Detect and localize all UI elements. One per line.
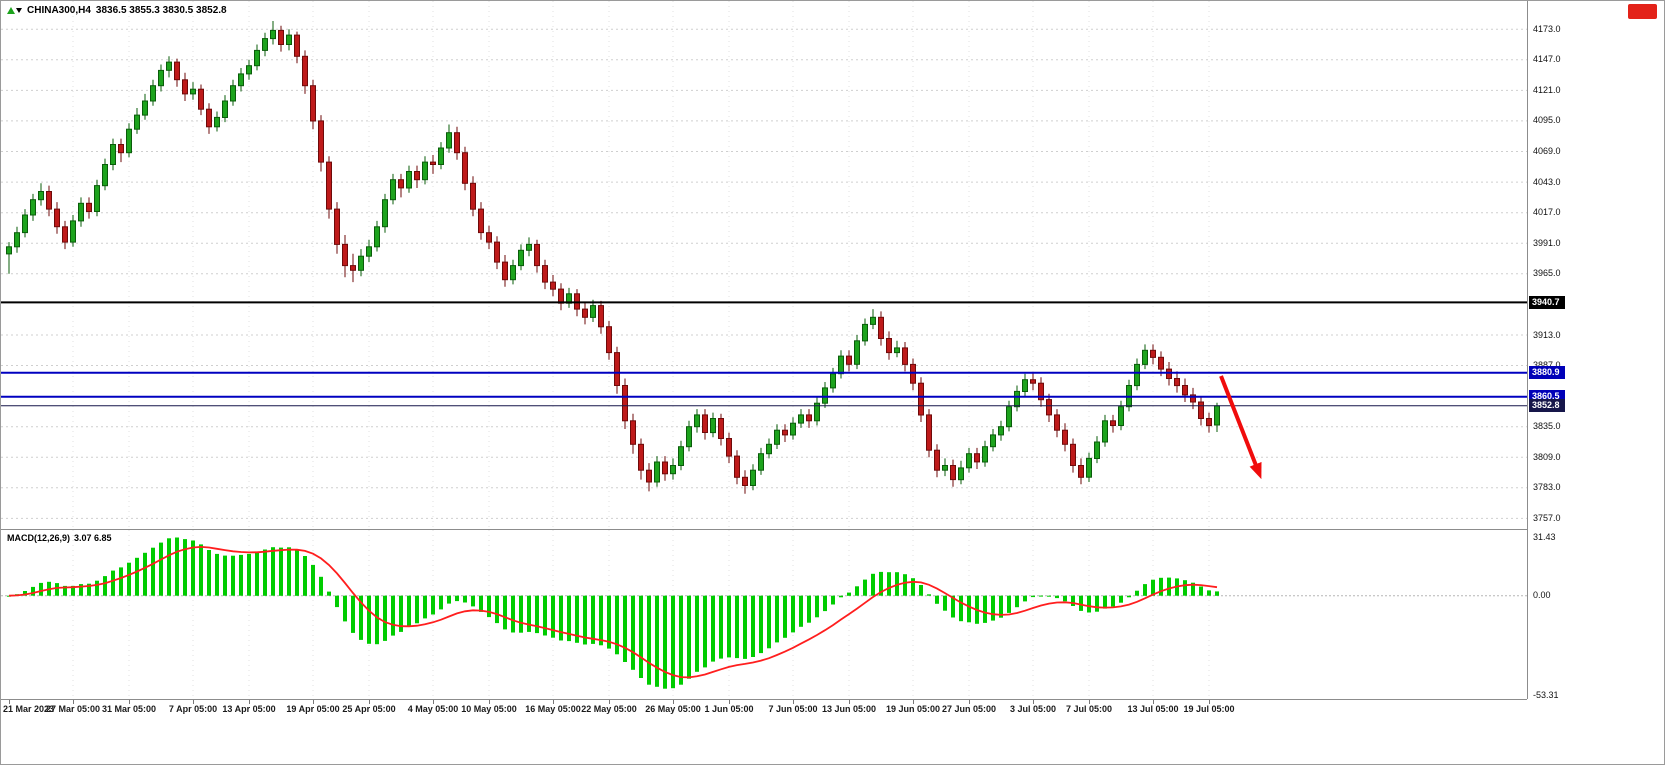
time-tick [1033,700,1034,704]
time-tick [849,700,850,704]
price-tick-label: 3757.0 [1533,512,1561,523]
price-tick-label: 3913.0 [1533,329,1561,340]
time-tick-label: 21 Mar 2023 [3,704,55,714]
time-tick [553,700,554,704]
price-tick-label: 4017.0 [1533,207,1561,218]
price-tick-label: 4069.0 [1533,146,1561,156]
price-tick-label: 3809.0 [1533,451,1561,462]
time-tick-label: 31 Mar 05:00 [101,704,157,714]
time-tick-label: 27 Jun 05:00 [941,704,997,714]
price-tick-label: 3887.0 [1533,360,1561,370]
macd-tick-label: 31.43 [1533,532,1556,542]
price-tick-label: 4173.0 [1533,23,1561,34]
axis-separator [1527,1,1528,699]
macd-tick-label: -53.31 [1533,690,1559,701]
candles [6,21,1220,494]
time-tick [313,700,314,704]
symbol-chart-icon [7,7,22,14]
time-tick-label: 3 Jul 05:00 [1009,704,1057,714]
time-tick [433,700,434,704]
price-tick-label: 3835.0 [1533,421,1561,432]
ohlc-values: 3836.5 3855.3 3830.5 3852.8 [95,5,227,16]
price-tick-label: 4147.0 [1533,54,1561,65]
macd-indicator-canvas[interactable] [1,529,1527,699]
time-tick [129,700,130,704]
time-tick-label: 4 May 05:00 [407,704,459,714]
time-tick-label: 19 Jun 05:00 [885,704,941,714]
price-tick-label: 4043.0 [1533,176,1561,187]
time-tick [9,700,10,704]
macd-values: 3.07 6.85 [74,533,112,543]
time-tick [969,700,970,704]
macd-tick-label: 0.00 [1533,590,1551,601]
time-axis[interactable]: 21 Mar 2023 27 Mar 05:00 31 Mar 05:00 7 Apr… [1,699,1527,720]
time-tick-label: 7 Jun 05:00 [768,704,818,714]
price-tick-label: 3991.0 [1533,237,1561,248]
price-tick-label: 4121.0 [1533,84,1561,95]
time-tick-label: 13 Jun 05:00 [821,704,877,714]
time-tick-label: 7 Apr 05:00 [168,704,218,714]
time-tick [249,700,250,704]
price-axis[interactable]: 4173.0 4147.0 4121.0 4095.0 4069.0 4043.0 4017… [1529,1,1664,764]
time-tick-label: 26 May 05:00 [645,704,701,714]
price-level-badge: 3852.8 [1529,399,1565,413]
macd-name: MACD(12,26,9) [7,533,71,543]
time-tick-label: 1 Jun 05:00 [704,704,754,714]
trend-arrow[interactable] [1219,375,1262,480]
time-tick-label: 16 May 05:00 [525,704,581,714]
time-tick [793,700,794,704]
time-tick-label: 7 Jul 05:00 [1065,704,1113,714]
price-tick-label: 3965.0 [1533,268,1561,279]
time-tick-label: 19 Jul 05:00 [1183,704,1235,714]
time-gridlines-macd [72,530,1210,699]
price-tick-label: 3783.0 [1533,482,1561,493]
time-tick-label: 13 Jul 05:00 [1127,704,1179,714]
time-tick [73,700,74,704]
time-tick-label: 13 Apr 05:00 [222,704,276,714]
time-tick [1153,700,1154,704]
macd-signal-line [8,545,1218,679]
time-tick [609,700,610,704]
time-tick-label: 27 Mar 05:00 [45,704,101,714]
time-tick-label: 22 May 05:00 [581,704,637,714]
time-tick [673,700,674,704]
time-tick [369,700,370,704]
symbol-ohlc-label: CHINA300,H4 3836.5 3855.3 3830.5 3852.8 [7,5,227,16]
time-tick-label: 10 May 05:00 [461,704,517,714]
price-level-badge: 3940.7 [1529,295,1565,309]
price-tick-label: 4095.0 [1533,115,1561,126]
time-tick [913,700,914,704]
time-tick [193,700,194,704]
time-tick-label: 19 Apr 05:00 [286,704,340,714]
price-level-badge: 3880.9 [1529,366,1565,380]
price-chart-canvas[interactable] [1,1,1527,529]
red-logo-badge [1628,4,1657,19]
price-gridlines [1,28,1527,519]
time-tick [1209,700,1210,704]
time-tick [489,700,490,704]
time-tick-label: 25 Apr 05:00 [342,704,396,714]
symbol-name: CHINA300,H4 [27,5,91,16]
macd-indicator-label: MACD(12,26,9) 3.07 6.85 [7,533,116,543]
time-tick [729,700,730,704]
time-tick [1089,700,1090,704]
macd-histogram [7,537,1219,689]
